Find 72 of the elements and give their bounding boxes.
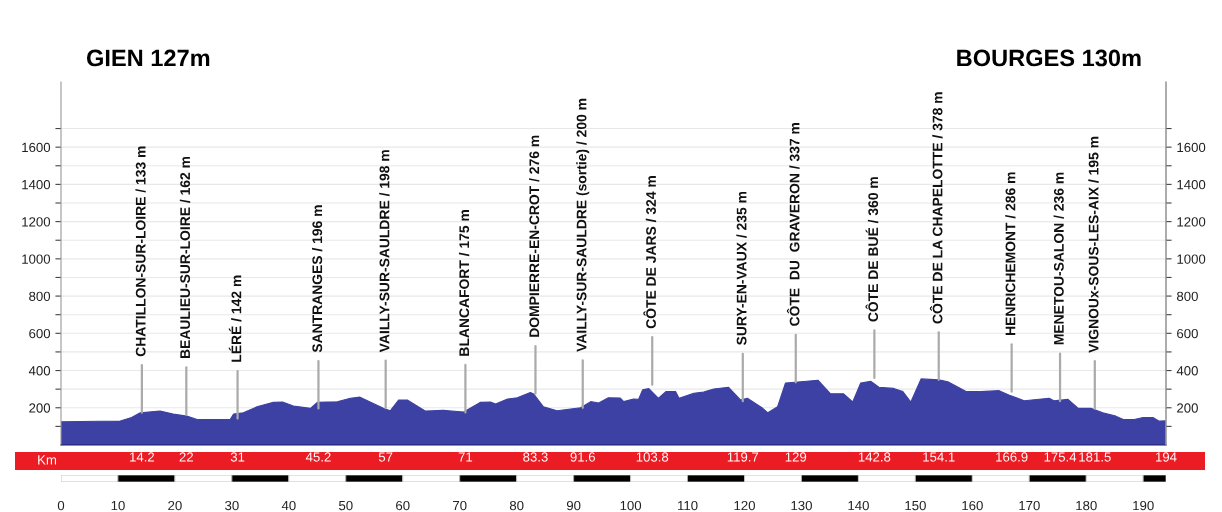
- x2-tick-label: 154.1: [923, 452, 955, 462]
- y-tick-label: 1400: [22, 179, 51, 190]
- y2-tick-label: 1400: [1177, 179, 1206, 190]
- x-tick-label: 100: [620, 500, 642, 511]
- y2-tick-label: 200: [1177, 403, 1198, 413]
- text: GIEN 127m: [86, 49, 210, 67]
- x2-tick-label: 14.2: [130, 452, 155, 462]
- y-tick-label: 1600: [22, 142, 51, 153]
- y-tick-label: 600: [29, 328, 51, 339]
- x2-tick-label: 119.7: [727, 452, 759, 462]
- x-tick-label: 60: [396, 500, 410, 511]
- annotation: MENETOU-SALON / 236 m: [1053, 172, 1064, 345]
- x2-tick-label: 129: [785, 452, 807, 462]
- x2-tick-label: 45.2: [305, 452, 331, 462]
- x-tick-label: 80: [509, 500, 524, 511]
- x2-tick-label: 166.9: [996, 452, 1028, 462]
- annotation: VIGNOUx-SOUS-LES-AIX / 195 m: [1088, 136, 1099, 353]
- y-tick-label: 200: [29, 403, 51, 413]
- x2-tick-label: 71: [458, 452, 473, 462]
- annotation: DOMPIERRE-EN-CROT / 276 m: [528, 135, 540, 337]
- x2-tick-label: 103.8: [636, 452, 669, 462]
- x2-tick-label: 181.5: [1079, 452, 1111, 462]
- annotation: CÔTE DE JARS / 324 m: [643, 176, 657, 329]
- y-tick-label: 1000: [22, 254, 51, 264]
- annotation: SANTRANGES / 196 m: [311, 205, 323, 353]
- x-tick-label: 190: [1133, 500, 1154, 511]
- annotation: SURY-EN-VAUX / 235 m: [736, 191, 747, 346]
- y2-tick-label: 400: [1176, 366, 1198, 376]
- x-tick-label: 30: [225, 500, 239, 511]
- x-tick-label: 140: [848, 500, 869, 511]
- x-tick-label: 170: [1019, 500, 1040, 511]
- y2-tick-label: 1600: [1177, 142, 1206, 153]
- y2-tick-label: 600: [1177, 328, 1198, 339]
- x2-tick-label: 91.6: [570, 452, 595, 462]
- x-tick-label: 40: [281, 500, 296, 511]
- annotation: VAILLY-SUR-SAULDRE / 198 m: [379, 150, 390, 353]
- x-tick-label: 20: [168, 500, 182, 511]
- x-tick-label: 120: [734, 500, 755, 511]
- annotation: LÉRÉ / 142 m: [228, 275, 242, 362]
- x-tick-label: 70: [453, 500, 467, 511]
- y2-tick-label: 1200: [1177, 217, 1206, 227]
- x2-tick-label: 83.3: [523, 452, 548, 462]
- x-tick-label: 90: [566, 500, 581, 511]
- y-tick-label: 1200: [22, 217, 51, 227]
- x-tick-label: 180: [1076, 500, 1097, 511]
- x2-tick-label: 22: [179, 452, 193, 462]
- x2-tick-label: 57: [378, 452, 393, 462]
- x-tick-label: 0: [57, 500, 65, 511]
- annotation: BEAULIEU-SUR-LOIRE / 162 m: [179, 156, 191, 359]
- y-tick-label: 400: [28, 366, 51, 376]
- annotation: CÔTE DE LA CHAPELOTTE / 378 m: [929, 92, 943, 324]
- annotation: VAILLY-SUR-SAULDRE (sortie) / 200 m: [576, 98, 590, 352]
- x2-axis-title: Km: [38, 455, 57, 465]
- y2-tick-label: 1000: [1177, 254, 1206, 264]
- x-tick-label: 150: [905, 500, 926, 511]
- y2-tick-label: 800: [1176, 291, 1198, 301]
- annotation: BLANCAFORT / 175 m: [458, 210, 470, 356]
- x2-tick-label: 194: [1156, 452, 1177, 462]
- x-tick-label: 110: [678, 500, 698, 511]
- text: BOURGES 130m: [957, 49, 1141, 67]
- x-tick-label: 10: [111, 500, 125, 511]
- x2-tick-label: 175.4: [1044, 452, 1077, 462]
- annotation: HENRICHEMONT / 286 m: [1005, 172, 1016, 335]
- x-tick-label: 130: [791, 500, 812, 511]
- x2-tick-label: 142.8: [858, 452, 891, 462]
- y-tick-label: 800: [29, 291, 51, 301]
- x-tick-label: 50: [338, 500, 353, 511]
- x-tick-label: 160: [962, 500, 983, 511]
- annotation: CHATILLON-SUR-LOIRE / 133 m: [135, 146, 146, 357]
- annotation: CÔTE DE BUÉ / 360 m: [865, 177, 879, 322]
- annotation: CÔTE DU GRAVERON / 337 m: [786, 123, 800, 326]
- x2-tick-label: 31: [230, 452, 245, 462]
